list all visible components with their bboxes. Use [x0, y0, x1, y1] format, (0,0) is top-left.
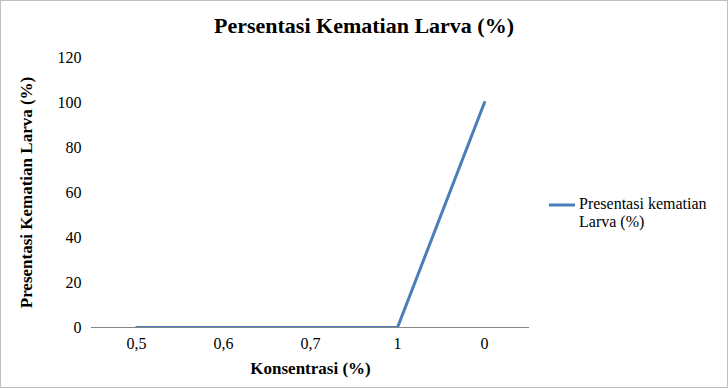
html-text:Persentasi Kematian Larva (%): Persentasi Kematian Larva (%) [214, 13, 514, 38]
svg-text:1: 1 [394, 335, 402, 352]
svg-text:0,7: 0,7 [301, 335, 321, 352]
svg-text:0,6: 0,6 [214, 335, 234, 352]
html-text:Presentasi kematian Larva (%): Presentasi kematian Larva (%) [579, 195, 707, 230]
svg-text:0: 0 [481, 335, 489, 352]
svg-text:Konsentrasi (%): Konsentrasi (%) [250, 359, 370, 378]
svg-text:0,5: 0,5 [127, 335, 147, 352]
svg-text:Presentasi Kematian Larva (%): Presentasi Kematian Larva (%) [17, 77, 36, 309]
svg-text:80: 80 [66, 139, 82, 156]
svg-text:120: 120 [58, 49, 82, 66]
svg-text:20: 20 [66, 274, 82, 291]
svg-text:60: 60 [66, 184, 82, 201]
svg-text:100: 100 [58, 94, 82, 111]
svg-text:0: 0 [74, 319, 82, 336]
svg-text:40: 40 [66, 229, 82, 246]
